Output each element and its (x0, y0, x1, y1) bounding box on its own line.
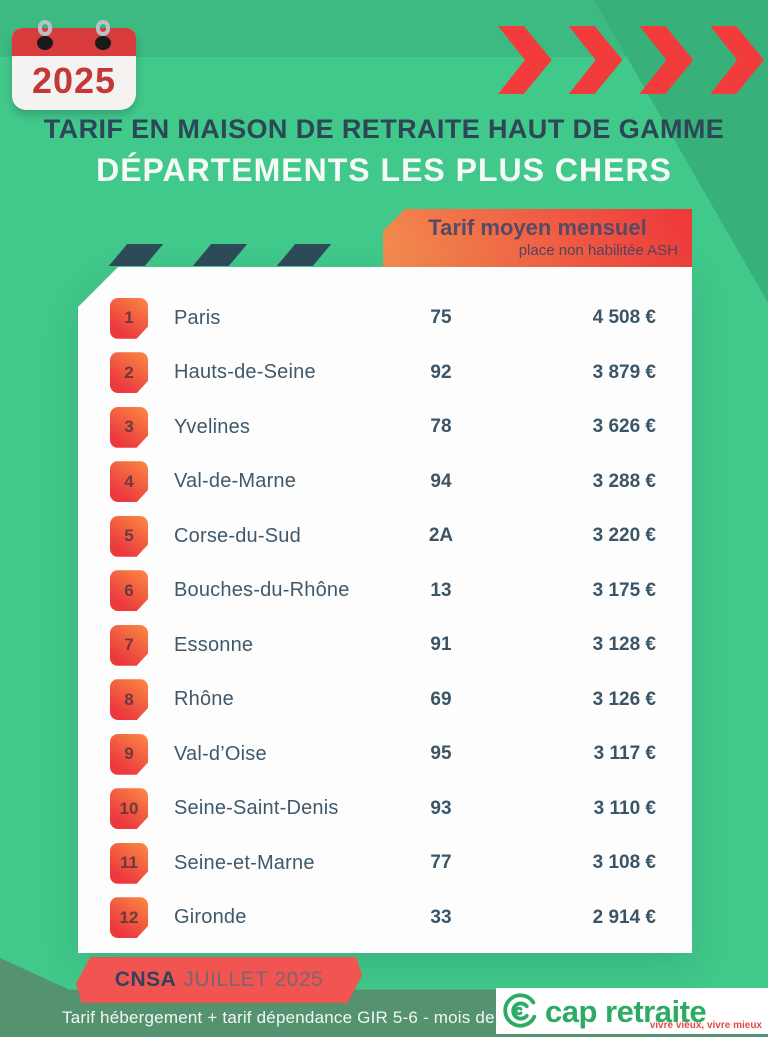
table-row: 7 Essonne 91 3 128 € (78, 618, 692, 673)
department-name: Gironde (174, 906, 247, 929)
chevron-right-icon (639, 26, 694, 94)
table-row: 3 Yvelines 78 3 626 € (78, 400, 692, 455)
price-value: 4 508 € (592, 307, 656, 329)
slash-shape (276, 244, 332, 266)
department-code: 78 (430, 416, 452, 438)
price-value: 3 110 € (593, 797, 656, 819)
department-code: 92 (430, 361, 452, 383)
rank-badge: 7 (110, 624, 148, 666)
rank-badge: 6 (110, 570, 148, 612)
department-name: Bouches-du-Rhône (174, 579, 350, 602)
page-title: TARIF EN MAISON DE RETRAITE HAUT DE GAMM… (43, 114, 725, 144)
calendar-ring-icon (38, 20, 52, 36)
table-row: 9 Val-d’Oise 95 3 117 € (78, 727, 692, 782)
price-value: 3 117 € (593, 743, 656, 765)
table-row: 8 Rhône 69 3 126 € (78, 673, 692, 728)
price-value: 3 288 € (592, 470, 656, 492)
calendar-2025-icon: 2025 (12, 4, 140, 112)
calendar-ring-hole (95, 36, 111, 50)
department-name: Corse-du-Sud (174, 524, 301, 547)
table-row: 6 Bouches-du-Rhône 13 3 175 € (78, 564, 692, 619)
source-box: CNSA JUILLET 2025 (76, 957, 362, 1003)
slash-shape (108, 244, 164, 266)
department-code: 93 (430, 797, 452, 819)
calendar-top-band (12, 28, 136, 56)
rank-badge: 5 (110, 515, 148, 557)
department-code: 33 (430, 906, 452, 928)
price-value: 3 126 € (592, 688, 656, 710)
department-name: Yvelines (174, 415, 251, 438)
rank-badge: 10 (110, 788, 148, 830)
chevron-right-icon (710, 26, 764, 94)
cap-retraite-logo-icon (503, 993, 537, 1028)
department-code: 94 (430, 470, 452, 492)
price-value: 3 626 € (592, 416, 656, 438)
cap-retraite-tagline: vivre vieux, vivre mieux (649, 1020, 762, 1031)
rank-badge: 1 (110, 297, 148, 339)
rank-badge: 2 (110, 352, 148, 394)
department-name: Paris (174, 306, 221, 329)
slash-shape (192, 244, 248, 266)
column-header-box: Tarif moyen mensuel place non habilitée … (383, 209, 692, 267)
department-code: 77 (430, 852, 452, 874)
department-code: 13 (430, 579, 452, 601)
department-name: Rhône (174, 688, 234, 711)
footer-note: Tarif hébergement + tarif dépendance GIR… (62, 1008, 562, 1027)
price-value: 3 175 € (592, 579, 656, 601)
department-code: 2A (428, 525, 454, 547)
department-name: Hauts-de-Seine (174, 361, 316, 384)
ranking-card-wrapper: 1 Paris 75 4 508 € 2 Hauts-de-Seine 92 3… (78, 267, 692, 953)
price-value: 3 879 € (592, 361, 656, 383)
rank-badge: 4 (110, 461, 148, 503)
column-header-title: Tarif moyen mensuel (428, 215, 647, 240)
department-name: Val-de-Marne (174, 470, 297, 493)
table-row: 10 Seine-Saint-Denis 93 3 110 € (78, 782, 692, 837)
chevron-arrows-decoration (498, 26, 764, 94)
ranking-card: 1 Paris 75 4 508 € 2 Hauts-de-Seine 92 3… (78, 267, 692, 953)
price-value: 3 108 € (592, 852, 656, 874)
price-value: 2 914 € (592, 906, 656, 928)
department-code: 69 (430, 688, 452, 710)
table-row: 11 Seine-et-Marne 77 3 108 € (78, 836, 692, 891)
department-code: 95 (430, 743, 452, 765)
rank-badge: 12 (110, 897, 148, 939)
price-value: 3 128 € (592, 634, 656, 656)
calendar-ring-icon (96, 20, 110, 36)
department-name: Seine-Saint-Denis (174, 797, 339, 820)
source-name: CNSA (114, 968, 177, 991)
table-row: 12 Gironde 33 2 914 € (78, 891, 692, 946)
page-subtitle: DÉPARTEMENTS LES PLUS CHERS (96, 152, 672, 188)
chevron-right-icon (498, 26, 552, 94)
cap-retraite-logo-text: cap retraite (545, 993, 707, 1029)
calendar-year: 2025 (31, 60, 117, 101)
rank-badge: 11 (110, 842, 148, 884)
slash-decoration (108, 244, 332, 266)
chevron-right-icon (568, 26, 623, 94)
table-row: 2 Hauts-de-Seine 92 3 879 € (78, 346, 692, 401)
rank-badge: 3 (110, 406, 148, 448)
price-value: 3 220 € (592, 525, 656, 547)
source-date: JUILLET 2025 (183, 968, 324, 991)
rank-badge: 9 (110, 733, 148, 775)
department-name: Seine-et-Marne (174, 851, 315, 874)
column-header-subtitle: place non habilitée ASH (518, 242, 678, 259)
department-code: 91 (430, 634, 452, 656)
department-name: Val-d’Oise (174, 742, 267, 765)
cap-retraite-logo: cap retraite vivre vieux, vivre mieux (496, 988, 768, 1034)
table-row: 4 Val-de-Marne 94 3 288 € (78, 455, 692, 510)
calendar-ring-hole (37, 36, 53, 50)
table-row: 5 Corse-du-Sud 2A 3 220 € (78, 509, 692, 564)
table-row: 1 Paris 75 4 508 € (78, 291, 692, 346)
department-code: 75 (430, 307, 452, 329)
department-name: Essonne (174, 633, 254, 656)
rank-badge: 8 (110, 679, 148, 721)
